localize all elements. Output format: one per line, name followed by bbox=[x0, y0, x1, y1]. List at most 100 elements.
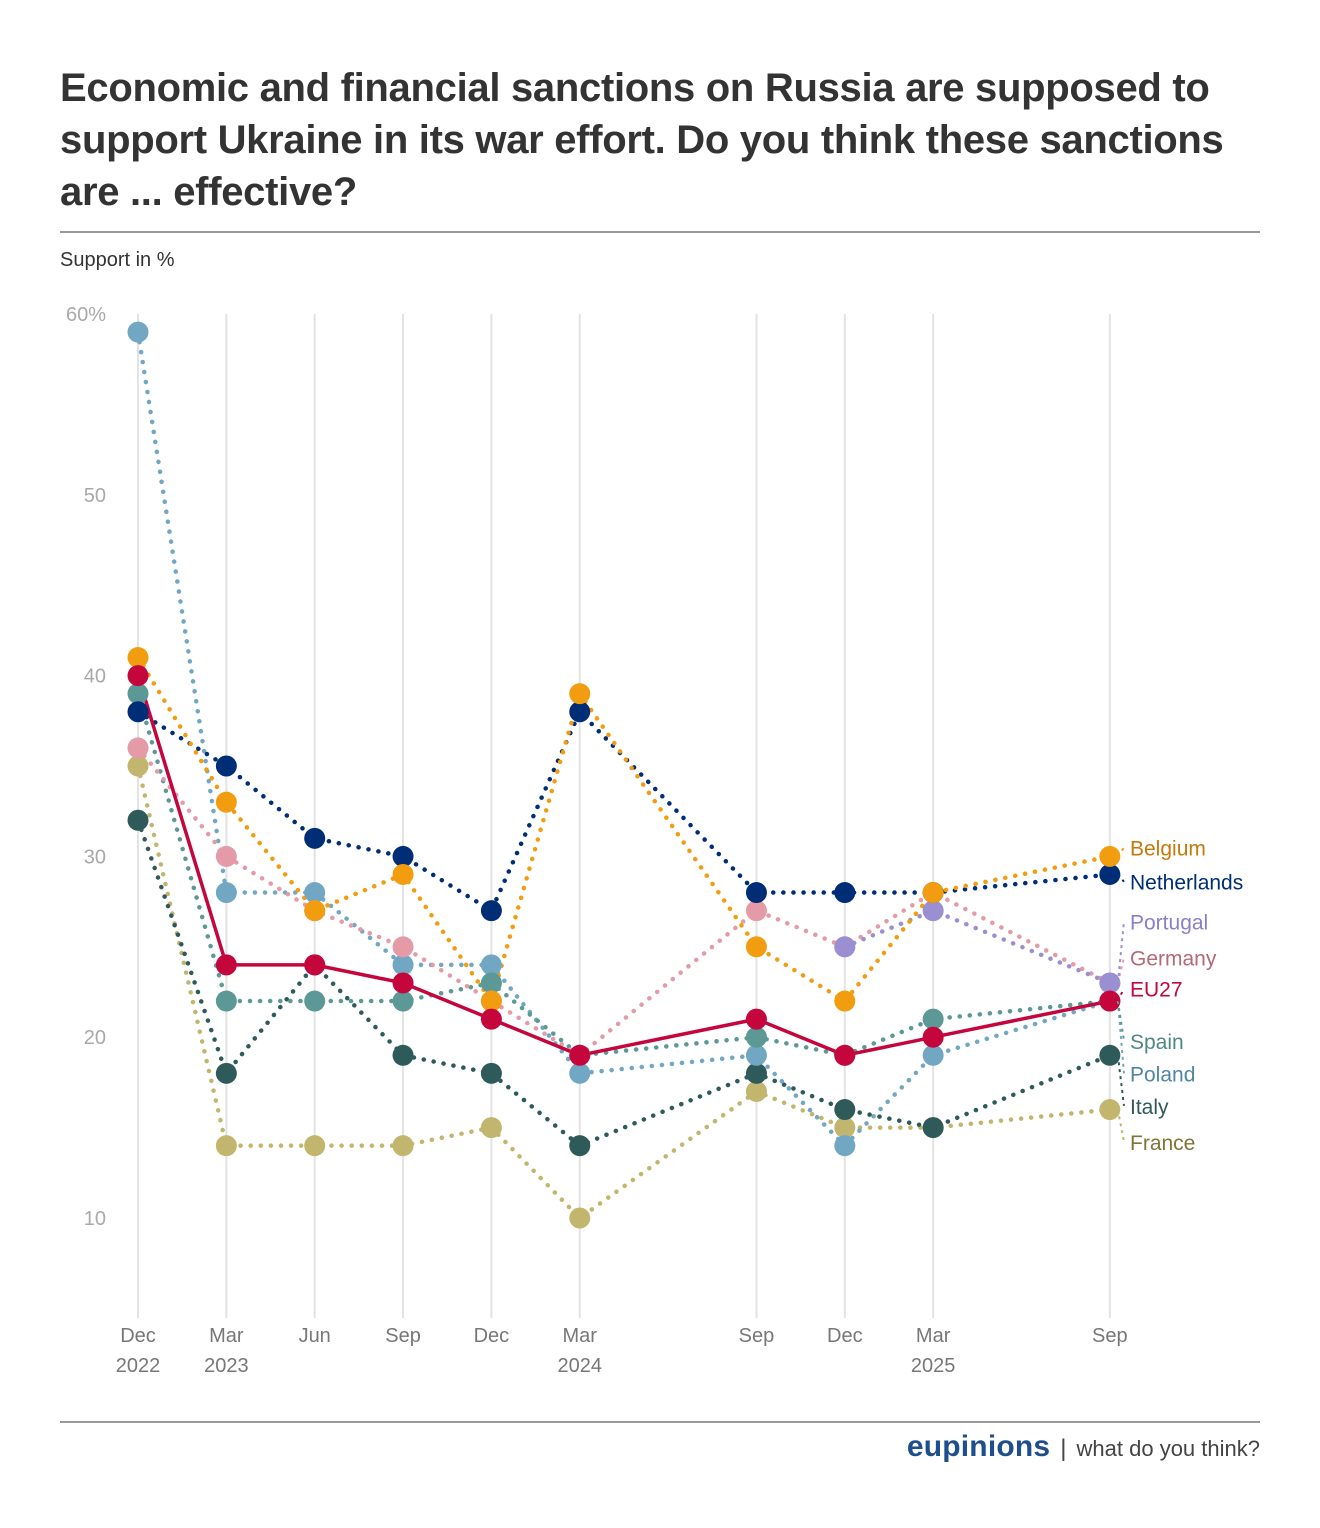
data-point-poland bbox=[304, 882, 326, 904]
data-point-belgium bbox=[392, 863, 414, 885]
data-point-netherlands bbox=[480, 900, 502, 922]
data-point-poland bbox=[834, 1135, 856, 1157]
data-point-france bbox=[569, 1207, 591, 1229]
leader-line-eu27 bbox=[1116, 987, 1125, 1002]
x-tick-year: 2024 bbox=[558, 1355, 603, 1377]
chart-title: Economic and financial sanctions on Russ… bbox=[60, 66, 1224, 214]
data-point-belgium bbox=[569, 683, 591, 705]
data-point-eu27 bbox=[127, 665, 149, 687]
data-point-eu27 bbox=[304, 954, 326, 976]
x-tick-year: 2022 bbox=[116, 1355, 161, 1377]
brand-logo: eupinions bbox=[906, 1430, 1051, 1463]
data-point-italy bbox=[834, 1099, 856, 1121]
series-label-belgium: Belgium bbox=[1130, 837, 1206, 860]
series-line-portugal bbox=[842, 908, 1113, 986]
leader-line-belgium bbox=[1117, 846, 1125, 857]
data-point-germany bbox=[745, 900, 767, 922]
data-point-eu27 bbox=[480, 1008, 502, 1030]
series-label-netherlands: Netherlands bbox=[1130, 872, 1243, 895]
data-point-portugal bbox=[834, 936, 856, 958]
series-label-portugal: Portugal bbox=[1130, 911, 1208, 934]
data-point-france bbox=[304, 1135, 326, 1157]
series-line-italy bbox=[135, 817, 1113, 1148]
data-point-spain bbox=[215, 990, 237, 1012]
footer-separator: | bbox=[1060, 1435, 1067, 1462]
data-point-italy bbox=[215, 1062, 237, 1084]
data-point-netherlands bbox=[745, 882, 767, 904]
data-point-italy bbox=[1099, 1044, 1121, 1066]
series-line-germany bbox=[135, 745, 1113, 1058]
data-point-belgium bbox=[1099, 845, 1121, 867]
data-point-france bbox=[215, 1135, 237, 1157]
y-axis-label: Support in % bbox=[60, 249, 175, 271]
data-point-eu27 bbox=[1099, 990, 1121, 1012]
x-tick-label: Sep bbox=[739, 1325, 775, 1347]
data-point-italy bbox=[480, 1062, 502, 1084]
data-point-belgium bbox=[127, 647, 149, 669]
y-axis-ticks: 10 20 30 40 50 60% bbox=[66, 304, 106, 1230]
data-point-eu27 bbox=[215, 954, 237, 976]
data-point-belgium bbox=[834, 990, 856, 1012]
series-line-poland bbox=[135, 329, 1113, 1148]
data-point-eu27 bbox=[392, 972, 414, 994]
data-point-poland bbox=[569, 1062, 591, 1084]
data-point-germany bbox=[392, 936, 414, 958]
data-point-belgium bbox=[215, 791, 237, 813]
series-label-france: France bbox=[1130, 1132, 1195, 1155]
x-tick-label: Dec bbox=[120, 1325, 156, 1347]
data-point-italy bbox=[745, 1062, 767, 1084]
series-label-spain: Spain bbox=[1130, 1031, 1184, 1054]
data-point-netherlands bbox=[1099, 863, 1121, 885]
data-point-eu27 bbox=[569, 1044, 591, 1066]
leader-line-italy bbox=[1116, 1055, 1125, 1107]
data-point-spain bbox=[392, 990, 414, 1012]
x-tick-label: Mar bbox=[209, 1325, 244, 1347]
data-point-spain bbox=[127, 683, 149, 705]
data-point-poland bbox=[745, 1044, 767, 1066]
footer-divider bbox=[60, 1421, 1260, 1423]
x-tick-label: Mar bbox=[916, 1325, 951, 1347]
data-point-netherlands bbox=[215, 755, 237, 777]
series-line-belgium bbox=[135, 655, 1113, 1004]
leader-line-germany bbox=[1116, 957, 1125, 984]
data-point-italy bbox=[392, 1044, 414, 1066]
leader-line-france bbox=[1116, 1109, 1125, 1143]
data-point-netherlands bbox=[569, 701, 591, 723]
data-point-belgium bbox=[745, 936, 767, 958]
x-tick-label: Dec bbox=[474, 1325, 510, 1347]
series-line-spain bbox=[135, 691, 1113, 1058]
x-tick-year: 2025 bbox=[911, 1355, 956, 1377]
footer: eupinions | what do you think? bbox=[907, 1430, 1260, 1464]
line-chart: 10 20 30 40 50 60% Dec 2022 Mar 2023 Jun Sep Dec Mar… bbox=[66, 304, 1243, 1377]
series-labels: France Italy Poland Spain Germany Portugal Net… bbox=[1116, 837, 1243, 1155]
data-point-portugal bbox=[1099, 972, 1121, 994]
x-tick-year: 2023 bbox=[204, 1355, 249, 1377]
data-point-belgium bbox=[304, 900, 326, 922]
data-point-poland bbox=[480, 954, 502, 976]
data-point-portugal bbox=[922, 900, 944, 922]
data-point-spain bbox=[745, 1026, 767, 1048]
x-tick-label: Jun bbox=[299, 1325, 331, 1347]
data-point-netherlands bbox=[834, 882, 856, 904]
leader-line-portugal bbox=[1116, 921, 1125, 984]
x-tick-label: Dec bbox=[827, 1325, 863, 1347]
data-point-france bbox=[1099, 1099, 1121, 1121]
data-point-netherlands bbox=[304, 827, 326, 849]
footer-tagline: what do you think? bbox=[1076, 1436, 1260, 1461]
data-point-france bbox=[127, 755, 149, 777]
data-point-spain bbox=[304, 990, 326, 1012]
data-point-italy bbox=[127, 809, 149, 831]
series-label-italy: Italy bbox=[1130, 1096, 1169, 1119]
series-line-netherlands bbox=[135, 709, 1113, 913]
data-point-spain bbox=[480, 972, 502, 994]
y-tick-label: 60% bbox=[66, 304, 106, 326]
y-tick-label: 50 bbox=[84, 485, 106, 507]
data-point-spain bbox=[922, 1008, 944, 1030]
data-point-netherlands bbox=[392, 845, 414, 867]
series-markers bbox=[127, 321, 1121, 1229]
leader-line-netherlands bbox=[1117, 873, 1125, 883]
title-divider bbox=[60, 231, 1260, 233]
data-point-poland bbox=[215, 882, 237, 904]
data-point-poland bbox=[127, 321, 149, 343]
series-line-france bbox=[135, 763, 1113, 1221]
